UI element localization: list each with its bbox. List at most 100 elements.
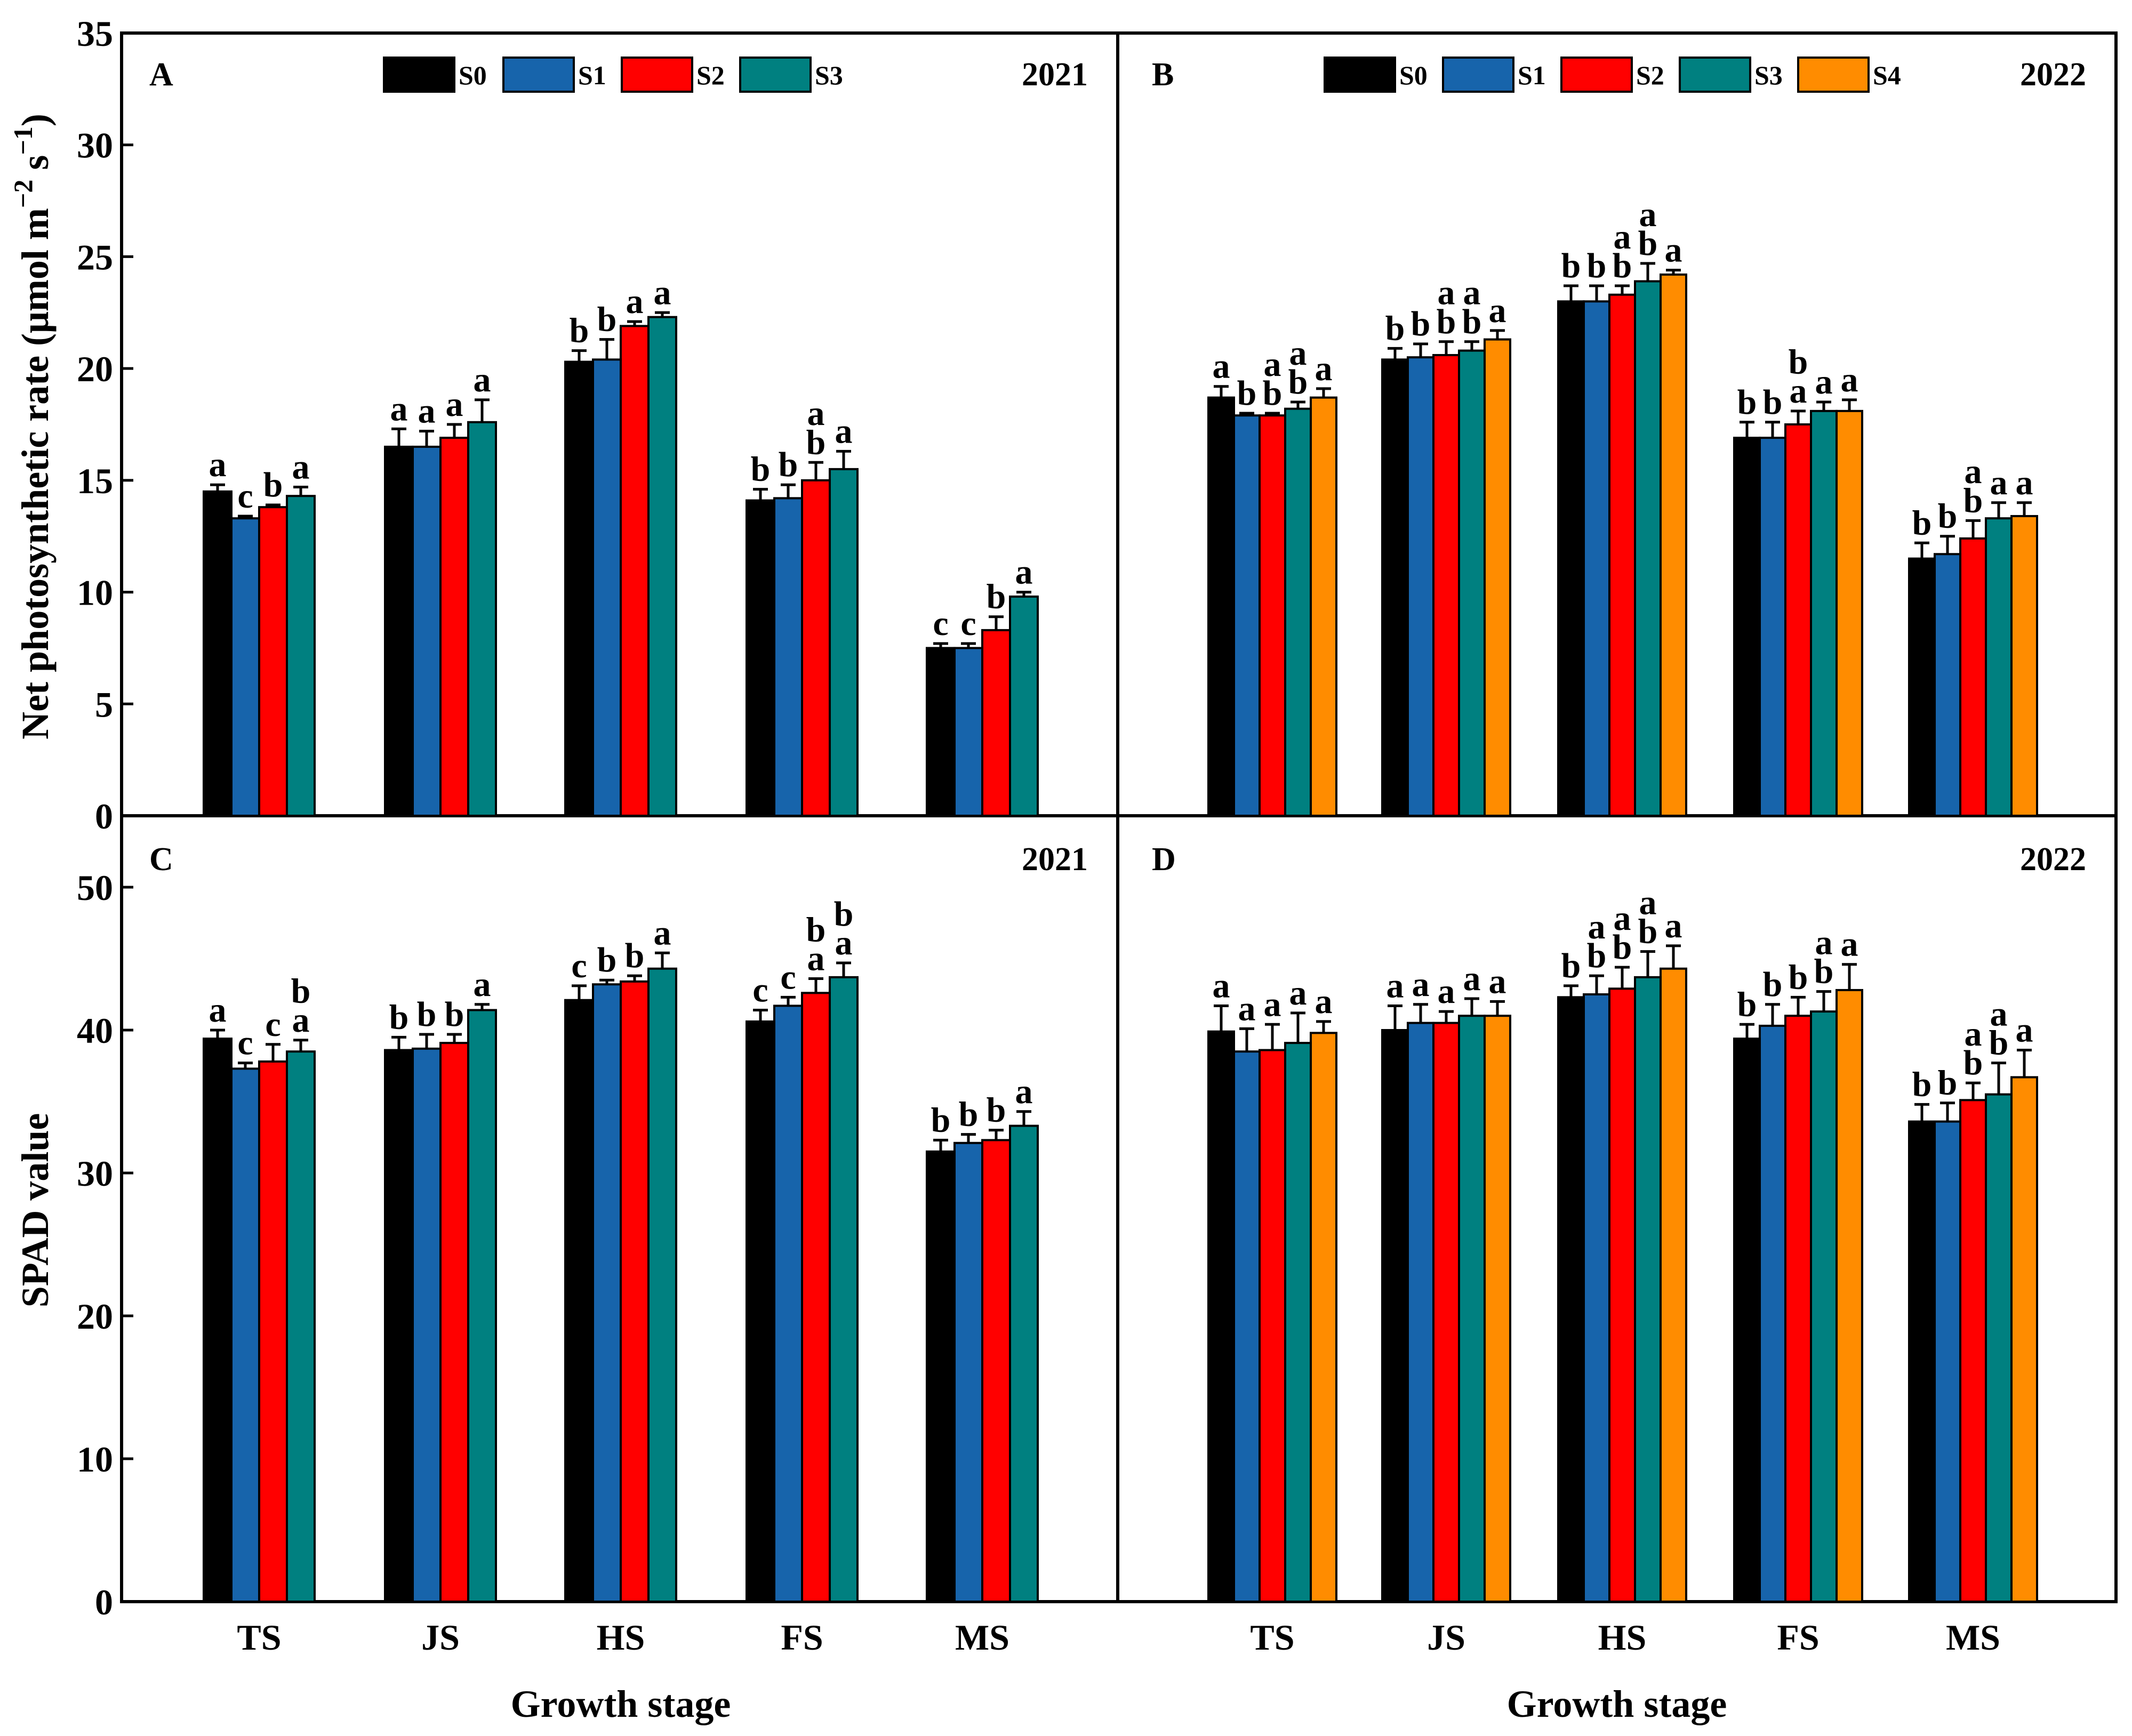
sig-letter-d-s2-hs: b: [1613, 928, 1632, 967]
bars: [203, 262, 2038, 1603]
legend-a-label-s0: S0: [459, 60, 487, 90]
sig-letter-c-s3-ts: b: [291, 972, 311, 1011]
legend-a-swatch-s1: [502, 57, 575, 93]
error-bar-b-s2-ts: [1265, 412, 1280, 416]
sig-letter-b-s3-fs: a: [1815, 363, 1833, 401]
error-bar-a-s3-hs: [655, 311, 670, 317]
bar-d-s1-ms: [1934, 1120, 1961, 1603]
bar-c-s0-fs: [746, 1020, 775, 1603]
sig-letter-b-s2-ts: b: [1263, 374, 1283, 413]
error-bar-c-s2-hs: [627, 974, 642, 982]
bar-b-s4-fs: [1836, 409, 1863, 817]
bar-d-s3-fs: [1810, 1010, 1838, 1603]
bar-b-s2-ms: [1959, 537, 1987, 817]
sig-letter-c-s2-fs: a: [807, 939, 825, 978]
bar-b-s0-ts: [1207, 396, 1235, 817]
bar-b-s0-js: [1381, 358, 1409, 817]
bar-b-s2-ts: [1259, 414, 1286, 817]
bar-a-s3-ts: [286, 495, 316, 817]
sig-letter-b-s4-ms: a: [2016, 463, 2033, 502]
bar-a-s1-ts: [230, 517, 260, 817]
y-tick-label-a: 25: [77, 237, 113, 277]
bar-b-s0-hs: [1557, 300, 1585, 817]
bar-d-s3-js: [1458, 1015, 1486, 1603]
sig-letter-d-s1-js: a: [1412, 965, 1430, 1004]
bar-d-s0-js: [1381, 1029, 1409, 1603]
error-bar-a-s0-ms: [933, 642, 948, 648]
error-bar-b-s4-fs: [1842, 398, 1857, 411]
bar-b-s3-hs: [1634, 280, 1662, 817]
x-tick-label-c: MS: [955, 1617, 1009, 1658]
sig-letter-d-s0-ts: a: [1213, 966, 1230, 1005]
bar-b-s1-ts: [1233, 414, 1261, 817]
error-bar-d-s4-js: [1490, 1000, 1505, 1016]
bar-b-s4-js: [1484, 338, 1511, 817]
sig-letter-b-s4-fs: a: [1841, 360, 1858, 399]
panel-c-letter: C: [149, 841, 173, 878]
sig-letter-c-s1-ts: c: [237, 1024, 253, 1063]
bar-b-s4-ms: [2010, 515, 2038, 817]
bar-b-s4-hs: [1660, 273, 1687, 817]
bar-b-s3-js: [1458, 349, 1486, 817]
bar-a-s0-js: [384, 445, 414, 817]
bar-d-s4-ts: [1310, 1032, 1337, 1603]
sig-letter-d-s0-js: a: [1386, 966, 1404, 1005]
bar-c-s2-fs: [801, 992, 831, 1603]
error-bar-a-s0-fs: [753, 488, 768, 501]
x-axis-title-left: Growth stage: [511, 1683, 731, 1725]
error-bar-b-s1-hs: [1589, 284, 1604, 302]
sig-letter-d-s4-js: a: [1489, 962, 1506, 1001]
sig-letter-b-s1-ts: b: [1237, 374, 1257, 413]
y-tick-label-c: 30: [77, 1153, 113, 1194]
x-tick-label-c: TS: [237, 1617, 281, 1658]
y-tick-label-a: 5: [95, 684, 113, 725]
error-bar-a-s3-ts: [293, 485, 308, 496]
error-bar-b-s0-ts: [1214, 385, 1229, 398]
legend-b-label-s3: S3: [1754, 60, 1783, 90]
panel-d-letter: D: [1152, 841, 1176, 878]
sig-letter-a-s3-ms: a: [1015, 553, 1033, 592]
bar-c-s3-ts: [286, 1050, 316, 1603]
bar-d-s4-hs: [1660, 967, 1687, 1603]
error-bar-d-s2-fs: [1791, 995, 1806, 1016]
sig-letter-b-s3-ts: b: [1288, 363, 1308, 401]
error-bar-d-s1-hs: [1589, 974, 1604, 994]
legend-a-swatch-s0: [383, 57, 455, 93]
sig-letter-c-s1-hs: b: [597, 941, 617, 979]
error-bar-c-s1-ts: [238, 1062, 253, 1069]
sig-letter-a-s0-ms: c: [933, 604, 948, 643]
bar-d-s4-ms: [2010, 1076, 2038, 1603]
x-axis-title-right: Growth stage: [1507, 1683, 1727, 1725]
sig-letter-a-s3-ts: a: [292, 447, 310, 486]
sig-letter-d-s2-hs: a: [1614, 899, 1631, 938]
sig-letter-b-s2-ts: a: [1264, 345, 1281, 384]
y-tick-label-c: 10: [77, 1439, 113, 1480]
sig-letter-b-s2-ms: b: [1963, 481, 1983, 520]
error-bar-c-s3-js: [475, 1003, 490, 1010]
error-bar-d-s4-ms: [2017, 1049, 2032, 1078]
error-bar-a-s0-hs: [572, 349, 587, 362]
error-bar-d-s3-ts: [1291, 1011, 1305, 1043]
sig-letter-b-s3-ms: a: [1990, 463, 2008, 502]
legend-b-label-s4: S4: [1873, 60, 1901, 90]
legend-b-label-s1: S1: [1518, 60, 1546, 90]
error-bar-d-s2-hs: [1615, 966, 1630, 989]
bar-a-s0-ts: [203, 490, 233, 817]
sig-letter-d-s2-ms: a: [1965, 1015, 1982, 1054]
panel-d-year: 2022: [2020, 841, 2086, 878]
legend-b-swatch-s0: [1324, 57, 1396, 93]
bar-c-s2-hs: [620, 980, 650, 1603]
error-bar-b-s3-ms: [1991, 501, 2006, 519]
sig-letter-b-s2-ms: a: [1965, 452, 1982, 491]
sig-letter-a-s0-hs: b: [570, 311, 589, 350]
sig-letter-a-s2-ms: b: [987, 577, 1006, 616]
sig-letter-b-s4-ts: a: [1315, 349, 1333, 388]
bar-d-s2-ts: [1259, 1049, 1286, 1603]
sig-letter-c-s2-js: b: [445, 995, 464, 1034]
error-bar-c-s2-ts: [266, 1043, 280, 1062]
sig-letter-b-s4-hs: a: [1665, 231, 1682, 270]
sig-letter-b-s2-fs: b: [1789, 343, 1808, 382]
panel-a-year: 2021: [1022, 57, 1088, 93]
sig-letter-b-s3-hs: a: [1639, 195, 1657, 234]
error-bar-d-s2-ts: [1265, 1023, 1280, 1050]
